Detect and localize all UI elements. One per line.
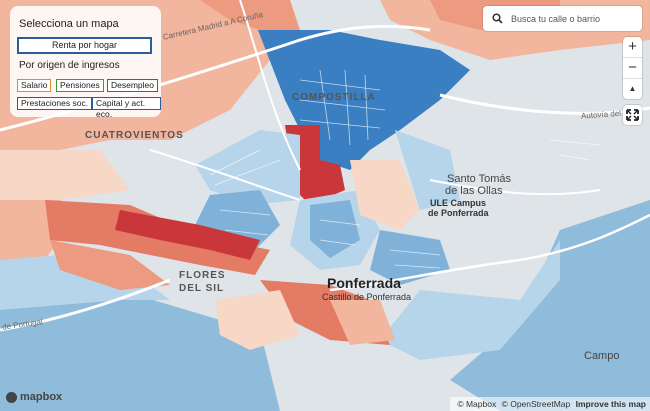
label-campo: Campo bbox=[584, 350, 620, 362]
chip-salario[interactable]: Salario bbox=[17, 79, 52, 92]
region-center-west bbox=[195, 190, 280, 255]
label-compostilla: COMPOSTILLA bbox=[292, 92, 376, 103]
region-center-northeast bbox=[350, 160, 420, 230]
mapbox-logo-text: mapbox bbox=[20, 391, 63, 403]
region-west bbox=[0, 150, 130, 200]
fullscreen-button[interactable] bbox=[623, 105, 642, 125]
panel-subtitle: Por origen de ingresos bbox=[19, 60, 120, 71]
chip-capital[interactable]: Capital y act. eco. bbox=[92, 97, 161, 119]
renta-por-hogar-button[interactable]: Renta por hogar bbox=[17, 37, 152, 54]
region-south-pale-2 bbox=[330, 300, 395, 345]
attribution-mapbox[interactable]: © Mapbox bbox=[457, 399, 497, 409]
label-ponferrada: Ponferrada bbox=[327, 275, 401, 291]
mapbox-logo[interactable]: mapbox bbox=[6, 391, 62, 403]
fullscreen-icon bbox=[626, 109, 639, 121]
label-cuatrovientos: CUATROVIENTOS bbox=[85, 130, 184, 141]
mapbox-logo-icon bbox=[6, 391, 17, 403]
search-input[interactable] bbox=[509, 10, 641, 28]
region-northeast-blue bbox=[395, 130, 460, 210]
region-flores-dark bbox=[115, 210, 260, 260]
improve-map-link[interactable]: Improve this map bbox=[575, 399, 646, 409]
chip-prestaciones[interactable]: Prestaciones soc. bbox=[17, 97, 93, 110]
label-del-sil: DEL SIL bbox=[179, 283, 225, 294]
attribution: © Mapbox © OpenStreetMap Improve this ma… bbox=[450, 397, 650, 411]
attribution-osm[interactable]: © OpenStreetMap bbox=[501, 399, 571, 409]
region-south-pale bbox=[215, 290, 300, 350]
region-south-light bbox=[380, 240, 560, 360]
map-selector-panel: Selecciona un mapa Renta por hogar Por o… bbox=[10, 6, 161, 119]
zoom-out-button[interactable]: − bbox=[623, 58, 642, 79]
region-center-inner bbox=[310, 200, 360, 258]
region-north-strip bbox=[160, 0, 300, 30]
region-flores-south bbox=[50, 240, 170, 290]
compass-button[interactable]: ▲ bbox=[628, 84, 637, 93]
road-cuatrovientos bbox=[149, 149, 301, 201]
chip-pensiones[interactable]: Pensiones bbox=[56, 79, 104, 92]
region-southwest-blue bbox=[0, 290, 280, 411]
search-box bbox=[483, 6, 642, 31]
chip-desempleo[interactable]: Desempleo bbox=[107, 79, 158, 92]
region-center-east bbox=[370, 230, 450, 285]
label-flores: FLORES bbox=[179, 270, 226, 281]
road-east bbox=[329, 213, 650, 292]
street-grid bbox=[209, 69, 601, 269]
zoom-controls: + − ▲ bbox=[623, 37, 642, 99]
label-castillo: Castillo de Ponferrada bbox=[322, 292, 412, 302]
region-southeast-blue bbox=[450, 200, 650, 411]
road-santo-tomas bbox=[429, 179, 601, 196]
label-ule: ULE Campus bbox=[430, 198, 487, 208]
region-center-north bbox=[195, 130, 300, 205]
road-portugal bbox=[0, 278, 171, 332]
zoom-in-button[interactable]: + bbox=[623, 37, 642, 58]
label-santo-tomas-2: de las Ollas bbox=[445, 185, 503, 197]
panel-title: Selecciona un mapa bbox=[19, 18, 119, 30]
label-santo-tomas: Santo Tomás bbox=[447, 173, 512, 185]
road-north bbox=[239, 0, 301, 171]
search-icon bbox=[492, 13, 503, 24]
label-ule-2: de Ponferrada bbox=[428, 208, 489, 218]
